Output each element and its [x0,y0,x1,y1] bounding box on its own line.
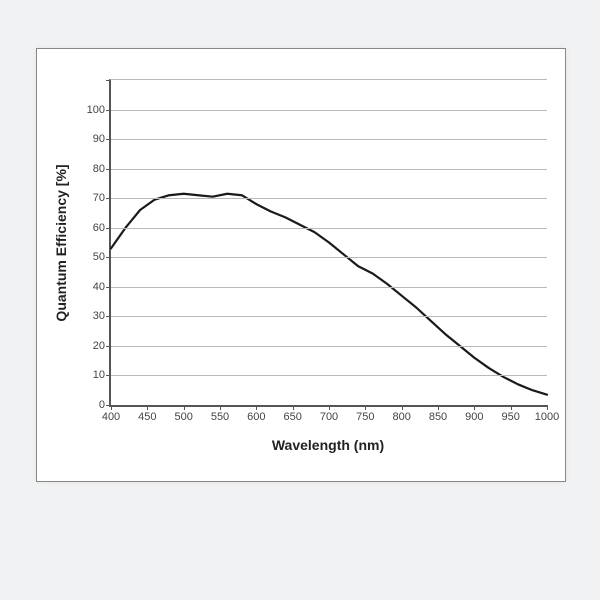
x-tick-label: 900 [465,405,483,423]
gridline-y [111,169,547,170]
y-tick-label: 10 [93,369,111,381]
gridline-y [111,257,547,258]
x-tick-label: 850 [429,405,447,423]
gridline-y [111,228,547,229]
gridline-y [111,139,547,140]
gridline-y [111,198,547,199]
x-tick-label: 450 [138,405,156,423]
page-outer: 0102030405060708090100400450500550600650… [0,0,600,600]
chart-panel: 0102030405060708090100400450500550600650… [36,48,566,482]
y-tick-label: 80 [93,163,111,175]
gridline-y [111,375,547,376]
y-axis-title: Quantum Efficiency [%] [53,164,69,321]
x-tick-label: 750 [356,405,374,423]
x-axis-title: Wavelength (nm) [272,437,384,453]
y-tick-label: 50 [93,251,111,263]
x-tick-label: 550 [211,405,229,423]
x-tick-label: 650 [283,405,301,423]
x-tick-label: 600 [247,405,265,423]
gridline-y [111,110,547,111]
x-tick-label: 700 [320,405,338,423]
y-tick-label: 60 [93,222,111,234]
x-tick-label: 1000 [535,405,559,423]
gridline-y [111,346,547,347]
y-tick-label: 20 [93,340,111,352]
x-tick-label: 500 [174,405,192,423]
y-tick [106,80,111,81]
y-tick-label: 40 [93,281,111,293]
y-tick-label: 70 [93,192,111,204]
x-tick-label: 800 [392,405,410,423]
gridline-y [111,316,547,317]
gridline-y [111,287,547,288]
x-tick-label: 950 [501,405,519,423]
qe-curve-svg [111,80,547,405]
plot-area: 0102030405060708090100400450500550600650… [109,79,547,407]
x-tick-label: 400 [102,405,120,423]
qe-curve [111,194,547,395]
y-tick-label: 100 [87,104,111,116]
y-tick-label: 90 [93,133,111,145]
y-tick-label: 30 [93,310,111,322]
